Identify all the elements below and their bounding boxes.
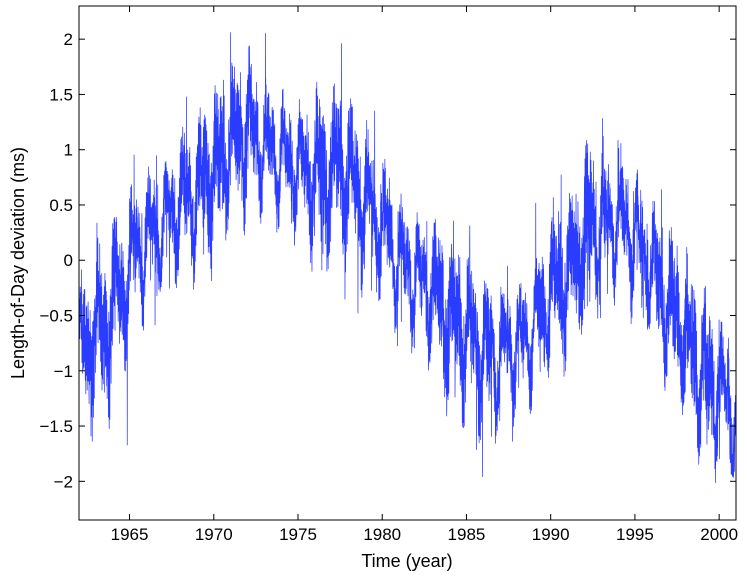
y-tick-label: −2 bbox=[54, 472, 73, 491]
y-tick-label: 1.5 bbox=[49, 85, 73, 104]
series-layer bbox=[79, 32, 736, 484]
x-tick-label: 2000 bbox=[700, 525, 738, 544]
y-axis-title: Length-of-Day deviation (ms) bbox=[8, 147, 28, 379]
y-tick-label: 2 bbox=[64, 30, 73, 49]
x-tick-label: 1980 bbox=[363, 525, 401, 544]
x-tick-label: 1970 bbox=[195, 525, 233, 544]
y-tick-label: 0 bbox=[64, 251, 73, 270]
y-tick-label: −0.5 bbox=[39, 307, 73, 326]
y-axis: −2 −1.5 −1 −0.5 0 0.5 1 1.5 2 bbox=[39, 30, 736, 491]
x-tick-label: 1990 bbox=[532, 525, 570, 544]
y-tick-label: 0.5 bbox=[49, 196, 73, 215]
y-tick-label: −1.5 bbox=[39, 417, 73, 436]
series-line bbox=[79, 32, 736, 484]
x-axis: 1965 1970 1975 1980 1985 1990 1995 2000 bbox=[111, 6, 738, 544]
x-tick-label: 1965 bbox=[111, 525, 149, 544]
plot-frame bbox=[78, 5, 737, 521]
y-tick-label: −1 bbox=[54, 362, 73, 381]
x-axis-title: Time (year) bbox=[361, 551, 452, 571]
x-tick-label: 1995 bbox=[616, 525, 654, 544]
y-tick-label: 1 bbox=[64, 141, 73, 160]
x-tick-label: 1985 bbox=[448, 525, 486, 544]
x-tick-label: 1975 bbox=[279, 525, 317, 544]
